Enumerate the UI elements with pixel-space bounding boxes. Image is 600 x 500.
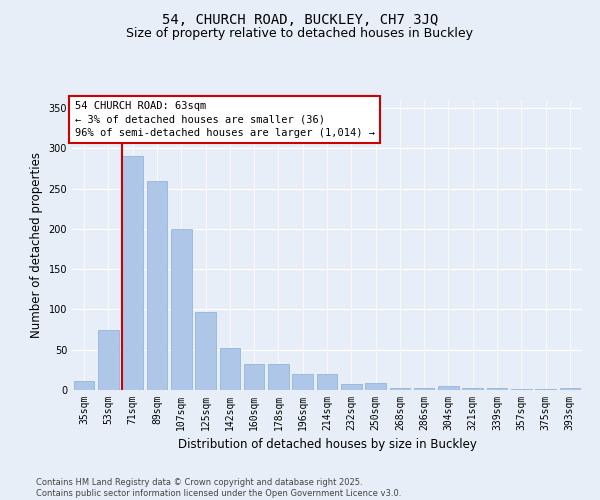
Bar — [414, 388, 434, 390]
Bar — [98, 330, 119, 390]
Bar — [487, 388, 508, 390]
Text: Size of property relative to detached houses in Buckley: Size of property relative to detached ho… — [127, 28, 473, 40]
Bar — [317, 374, 337, 390]
Bar — [511, 389, 532, 390]
Bar — [365, 383, 386, 390]
Bar — [341, 384, 362, 390]
Text: 54, CHURCH ROAD, BUCKLEY, CH7 3JQ: 54, CHURCH ROAD, BUCKLEY, CH7 3JQ — [162, 12, 438, 26]
X-axis label: Distribution of detached houses by size in Buckley: Distribution of detached houses by size … — [178, 438, 476, 452]
Y-axis label: Number of detached properties: Number of detached properties — [30, 152, 43, 338]
Bar — [560, 388, 580, 390]
Bar — [292, 374, 313, 390]
Bar — [535, 389, 556, 390]
Bar — [463, 388, 483, 390]
Bar — [74, 381, 94, 390]
Bar — [122, 156, 143, 390]
Bar — [146, 180, 167, 390]
Bar — [195, 312, 216, 390]
Bar — [171, 229, 191, 390]
Bar — [438, 386, 459, 390]
Bar — [389, 388, 410, 390]
Bar — [268, 364, 289, 390]
Bar — [244, 364, 265, 390]
Text: 54 CHURCH ROAD: 63sqm
← 3% of detached houses are smaller (36)
96% of semi-detac: 54 CHURCH ROAD: 63sqm ← 3% of detached h… — [74, 102, 374, 138]
Text: Contains HM Land Registry data © Crown copyright and database right 2025.
Contai: Contains HM Land Registry data © Crown c… — [36, 478, 401, 498]
Bar — [220, 348, 240, 390]
